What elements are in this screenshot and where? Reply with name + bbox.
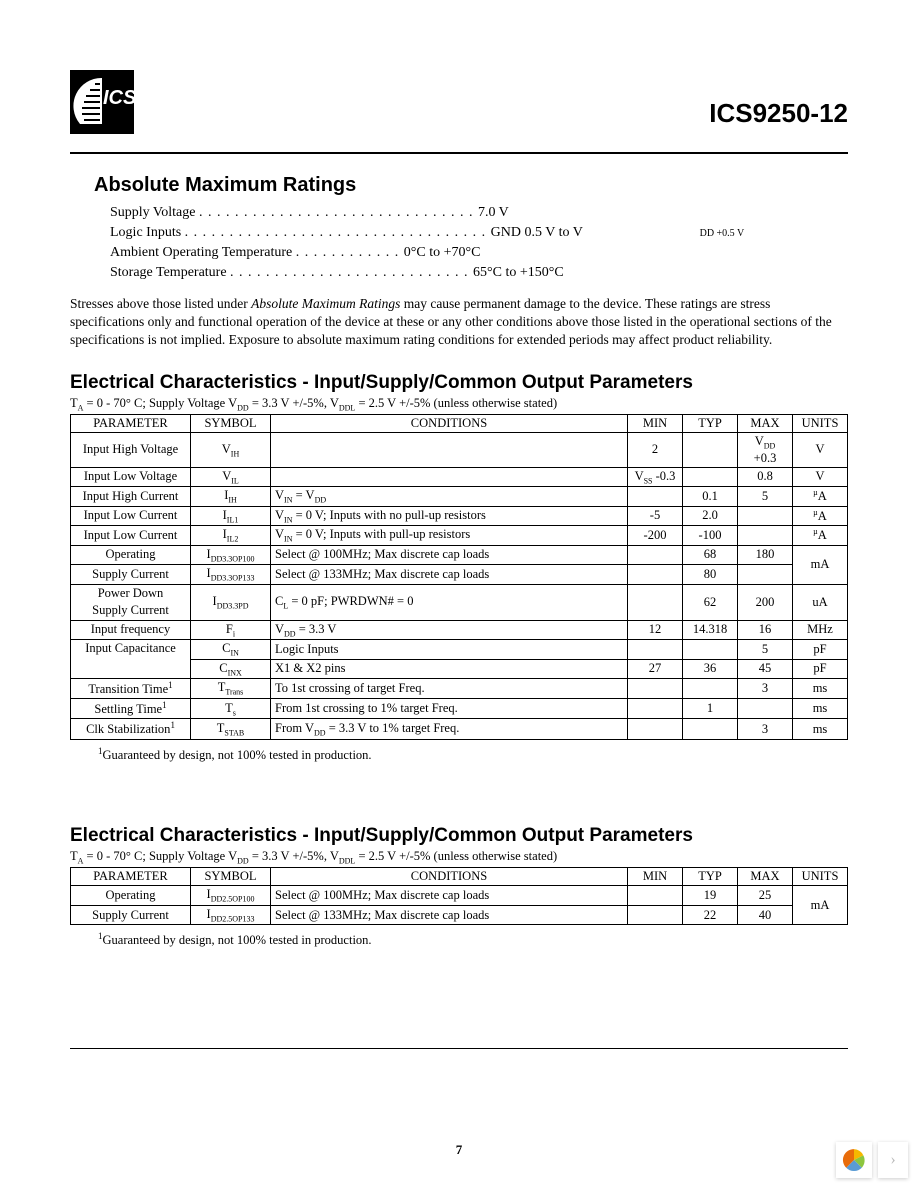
viewer-toolbar: › <box>836 1142 908 1178</box>
elec2-table: PARAMETER SYMBOL CONDITIONS MIN TYP MAX … <box>70 867 848 925</box>
dot-leader: . . . . . . . . . . . . . . . . . . . . … <box>199 205 478 220</box>
ratings-extra: DD +0.5 V <box>700 228 745 239</box>
table-row: Settling Time1 Ts From 1st crossing to 1… <box>71 699 848 719</box>
chevron-right-icon: › <box>890 1151 895 1169</box>
page: ICS ICS9250-12 Absolute Maximum Ratings … <box>0 0 918 1099</box>
page-number: 7 <box>0 1142 918 1158</box>
page-header: ICS ICS9250-12 <box>70 70 848 134</box>
col-symbol: SYMBOL <box>191 415 271 433</box>
table-row: Supply Current IDD2.5OP133 Select @ 133M… <box>71 905 848 925</box>
table-row: Input Low Voltage VIL VSS -0.3 0.8 V <box>71 467 848 487</box>
table-row: Input Capacitance CIN Logic Inputs 5 pF <box>71 640 848 660</box>
elec2-footnote: 1Guaranteed by design, not 100% tested i… <box>98 931 848 948</box>
elec2-title: Electrical Characteristics - Input/Suppl… <box>70 825 848 847</box>
header-rule <box>70 152 848 154</box>
dot-leader: . . . . . . . . . . . . . . . . . . . . … <box>185 225 491 240</box>
abs-max-list: Supply Voltage . . . . . . . . . . . . .… <box>110 205 848 281</box>
part-number: ICS9250-12 <box>709 98 848 129</box>
table-row: Supply Current IDD3.3OP133 Select @ 133M… <box>71 565 848 585</box>
table-row: Input Low Current IIL1 VIN = 0 V; Inputs… <box>71 506 848 526</box>
footer-rule <box>70 1048 848 1049</box>
elec1-cond: TA = 0 - 70° C; Supply Voltage VDD = 3.3… <box>70 396 848 413</box>
col-parameter: PARAMETER <box>71 415 191 433</box>
col-units: UNITS <box>793 868 848 886</box>
col-typ: TYP <box>683 415 738 433</box>
col-symbol: SYMBOL <box>191 868 271 886</box>
col-min: MIN <box>628 415 683 433</box>
col-max: MAX <box>738 868 793 886</box>
ics-logo: ICS <box>70 70 134 134</box>
ratings-row: Ambient Operating Temperature . . . . . … <box>110 245 848 261</box>
ratings-label: Ambient Operating Temperature <box>110 245 292 260</box>
ratings-value: 65°C to +150°C <box>473 265 564 280</box>
elec1-footnote: 1Guaranteed by design, not 100% tested i… <box>98 746 848 763</box>
table-row: Operating IDD2.5OP100 Select @ 100MHz; M… <box>71 886 848 906</box>
col-conditions: CONDITIONS <box>271 868 628 886</box>
ratings-value: 7.0 V <box>478 205 509 220</box>
table-row: Power Down IDD3.3PD CL = 0 pF; PWRDWN# =… <box>71 584 848 602</box>
table-row: Clk Stabilization1 TSTAB From VDD = 3.3 … <box>71 719 848 739</box>
table-row: Operating IDD3.3OP100 Select @ 100MHz; M… <box>71 545 848 565</box>
col-max: MAX <box>738 415 793 433</box>
table-row: Input High Voltage VIH 2 VDD +0.3 V <box>71 433 848 468</box>
ratings-row: Storage Temperature . . . . . . . . . . … <box>110 265 848 281</box>
abs-max-title: Absolute Maximum Ratings <box>94 174 848 197</box>
next-page-button[interactable]: › <box>878 1142 908 1178</box>
table-header-row: PARAMETER SYMBOL CONDITIONS MIN TYP MAX … <box>71 415 848 433</box>
elec1-title: Electrical Characteristics - Input/Suppl… <box>70 372 848 394</box>
ratings-label: Storage Temperature <box>110 265 227 280</box>
dot-leader: . . . . . . . . . . . . . . . . . . . . … <box>230 265 473 280</box>
dot-leader: . . . . . . . . . . . . <box>296 245 404 260</box>
ratings-value: GND 0.5 V to V <box>491 225 583 240</box>
col-conditions: CONDITIONS <box>271 415 628 433</box>
col-parameter: PARAMETER <box>71 868 191 886</box>
table-header-row: PARAMETER SYMBOL CONDITIONS MIN TYP MAX … <box>71 868 848 886</box>
ratings-row: Logic Inputs . . . . . . . . . . . . . .… <box>110 225 848 241</box>
ratings-row: Supply Voltage . . . . . . . . . . . . .… <box>110 205 848 221</box>
col-units: UNITS <box>793 415 848 433</box>
ratings-value: 0°C to +70°C <box>404 245 481 260</box>
elec1-table: PARAMETER SYMBOL CONDITIONS MIN TYP MAX … <box>70 414 848 739</box>
stress-note: Stresses above those listed under Absolu… <box>70 295 848 350</box>
table-row: Transition Time1 TTrans To 1st crossing … <box>71 679 848 699</box>
col-min: MIN <box>628 868 683 886</box>
col-typ: TYP <box>683 868 738 886</box>
elec2-cond: TA = 0 - 70° C; Supply Voltage VDD = 3.3… <box>70 849 848 866</box>
table-row: Input Low Current IIL2 VIN = 0 V; Inputs… <box>71 526 848 546</box>
ratings-label: Supply Voltage <box>110 205 195 220</box>
table-row: Input High Current IIH VIN = VDD 0.1 5 µ… <box>71 487 848 507</box>
ratings-label: Logic Inputs <box>110 225 181 240</box>
viewer-logo-icon[interactable] <box>836 1142 872 1178</box>
svg-text:ICS: ICS <box>103 87 134 109</box>
table-row: Input frequency Fi VDD = 3.3 V 12 14.318… <box>71 620 848 640</box>
